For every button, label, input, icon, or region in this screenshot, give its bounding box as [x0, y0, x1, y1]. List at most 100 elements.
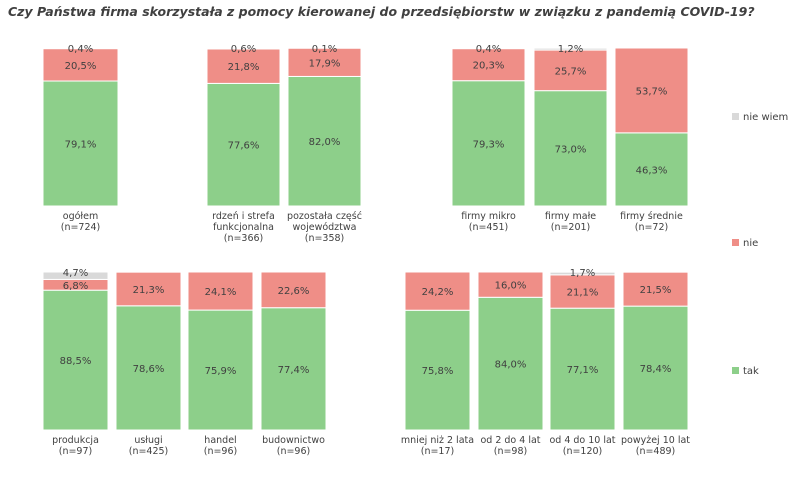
legend-item-nie: nie	[732, 238, 758, 249]
category-sample-size: (n=425)	[129, 446, 169, 457]
data-label-nie-wiem: 4,7%	[63, 268, 88, 279]
bar-group: 77,1% 21,1% 1,7% od 4 do 10 lat(n=120)	[549, 268, 615, 457]
data-label-nie: 20,3%	[473, 61, 505, 72]
data-label-nie: 24,1%	[205, 287, 237, 298]
bar-segment-tak	[622, 305, 689, 431]
data-label-tak: 77,4%	[278, 365, 310, 376]
data-label-tak: 46,3%	[636, 165, 668, 176]
category-label: usługi	[134, 435, 162, 446]
bar-segment-tak	[260, 307, 327, 431]
panel-bottom-right: 75,8% 24,2% mniej niż 2 lata(n=17) 84,0% 16,…	[401, 268, 690, 457]
bar-group: 78,6% 21,3% usługi(n=425)	[115, 271, 182, 457]
category-sample-size: (n=451)	[469, 222, 509, 233]
data-label-nie: 53,7%	[636, 86, 668, 97]
category-label: funkcjonalna	[213, 222, 274, 233]
category-label: ogółem	[63, 211, 98, 222]
category-label: firmy małe	[545, 211, 596, 222]
bar-segment-nie	[404, 271, 471, 311]
category-sample-size: (n=358)	[305, 233, 345, 244]
panel-top-left: 79,1% 20,5% 0,4% ogółem(n=724)	[42, 44, 119, 233]
bar-group: 84,0% 16,0% od 2 do 4 lat(n=98)	[477, 271, 544, 457]
category-label: województwa	[293, 222, 357, 233]
legend-item-nie-wiem: nie wiem	[732, 112, 788, 123]
category-label: rdzeń i strefa	[212, 211, 275, 222]
category-label: produkcja	[52, 435, 99, 446]
category-sample-size: (n=72)	[635, 222, 668, 233]
chart-legend: nie wiem nie tak	[732, 112, 788, 377]
category-sample-size: (n=97)	[59, 446, 92, 457]
bar-segment-nie-wiem	[549, 271, 616, 276]
bar-segment-nie	[622, 271, 689, 307]
bar-segment-nie	[260, 271, 327, 309]
bar-segment-tak	[42, 289, 109, 431]
bar-segment-nie-wiem	[206, 47, 281, 50]
category-sample-size: (n=96)	[277, 446, 310, 457]
category-label: od 2 do 4 lat	[480, 435, 540, 446]
legend-item-tak: tak	[732, 366, 759, 377]
bar-segment-nie-wiem	[42, 47, 119, 50]
category-label: od 4 do 10 lat	[549, 435, 615, 446]
category-label: mniej niż 2 lata	[401, 435, 474, 446]
data-label-tak: 88,5%	[60, 356, 92, 367]
bar-group: 88,5% 6,8% 4,7% produkcja(n=97)	[42, 268, 109, 457]
panel-bottom-left: 88,5% 6,8% 4,7% produkcja(n=97) 78,6% 21,3% us…	[42, 268, 327, 457]
bar-group: 46,3% 53,7% firmy średnie(n=72)	[614, 47, 689, 233]
category-label: powyżej 10 lat	[621, 435, 690, 446]
data-label-nie: 17,9%	[309, 58, 341, 69]
data-label-nie-wiem: 0,4%	[476, 44, 501, 55]
data-label-tak: 77,6%	[228, 141, 260, 152]
category-label: firmy mikro	[461, 211, 516, 222]
chart-title: Czy Państwa firma skorzystała z pomocy k…	[8, 4, 755, 19]
data-label-tak: 78,6%	[133, 364, 165, 375]
data-label-tak: 78,4%	[640, 364, 672, 375]
legend-swatch	[732, 239, 739, 246]
data-label-tak: 79,3%	[473, 139, 505, 150]
data-label-tak: 84,0%	[495, 360, 527, 371]
category-sample-size: (n=120)	[563, 446, 603, 457]
category-sample-size: (n=17)	[421, 446, 454, 457]
category-sample-size: (n=724)	[61, 222, 101, 233]
bar-group: 73,0% 25,7% 1,2% firmy małe(n=201)	[533, 44, 608, 233]
chart-bars: 79,1% 20,5% 0,4% ogółem(n=724) 77,6% 21,8% 0,6…	[42, 44, 690, 457]
bar-segment-tak	[404, 309, 471, 431]
legend-label: nie	[743, 238, 758, 249]
category-label: handel	[204, 435, 236, 446]
bar-group: 78,4% 21,5% powyżej 10 lat(n=489)	[621, 271, 690, 457]
category-sample-size: (n=96)	[204, 446, 237, 457]
bar-segment-tak	[187, 309, 254, 431]
category-sample-size: (n=201)	[551, 222, 591, 233]
data-label-nie: 21,8%	[228, 62, 260, 73]
data-label-tak: 82,0%	[309, 137, 341, 148]
bar-segment-nie	[477, 271, 544, 298]
bar-group: 79,1% 20,5% 0,4% ogółem(n=724)	[42, 44, 119, 233]
bar-segment-nie	[533, 49, 608, 92]
data-label-nie: 20,5%	[65, 61, 97, 72]
category-label: budownictwo	[262, 435, 325, 446]
legend-swatch	[732, 113, 739, 120]
data-label-tak: 73,0%	[555, 144, 587, 155]
data-label-nie: 21,5%	[640, 285, 672, 296]
bar-segment-nie-wiem	[451, 47, 526, 50]
data-label-nie: 21,1%	[567, 288, 599, 299]
bar-segment-tak	[614, 132, 689, 207]
legend-label: tak	[743, 366, 759, 377]
bar-segment-nie	[42, 48, 119, 82]
bar-group: 75,8% 24,2% mniej niż 2 lata(n=17)	[401, 271, 474, 457]
data-label-nie: 16,0%	[495, 281, 527, 292]
data-label-nie-wiem: 1,2%	[558, 44, 583, 55]
category-label: pozostała część	[287, 211, 362, 222]
bar-group: 77,6% 21,8% 0,6% rdzeń i strefafunkcjonalna…	[206, 44, 281, 244]
data-label-nie: 24,2%	[422, 287, 454, 298]
bar-segment-nie	[115, 271, 182, 307]
bar-group: 82,0% 17,9% 0,1% pozostała częśćwojewództwa…	[287, 44, 362, 244]
bar-segment-nie-wiem	[533, 47, 608, 51]
bar-segment-tak	[206, 82, 281, 207]
data-label-tak: 77,1%	[567, 365, 599, 376]
panel-top-middle: 77,6% 21,8% 0,6% rdzeń i strefafunkcjonalna…	[206, 44, 362, 244]
bar-segment-tak	[477, 296, 544, 431]
bar-group: 75,9% 24,1% handel(n=96)	[187, 271, 254, 457]
category-sample-size: (n=98)	[494, 446, 527, 457]
data-label-tak: 75,8%	[422, 366, 454, 377]
category-sample-size: (n=489)	[636, 446, 676, 457]
